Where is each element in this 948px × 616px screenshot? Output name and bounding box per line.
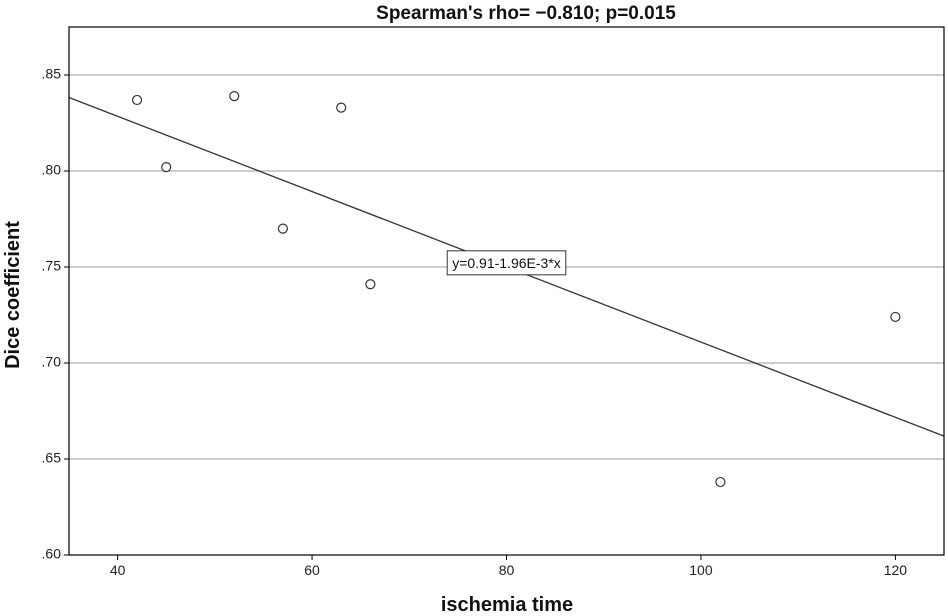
y-tick-label: .80	[42, 162, 62, 178]
fit-equation-label: y=0.91-1.96E-3*x	[452, 255, 561, 271]
x-tick-label: 80	[499, 562, 515, 578]
y-tick-label: .75	[42, 258, 62, 274]
fit-equation-annotation: y=0.91-1.96E-3*x	[446, 250, 567, 276]
y-tick-label: .85	[42, 66, 62, 82]
fit-equation-box	[446, 250, 567, 276]
y-axis-ticks: .60 .65 .70 .75 .80 .85	[42, 66, 69, 562]
y-axis-label: Dice coefficient	[2, 221, 24, 369]
data-point	[131, 94, 143, 106]
data-point	[161, 162, 172, 173]
x-tick-label: 60	[304, 562, 320, 578]
data-point	[365, 279, 376, 290]
x-tick-label: 100	[689, 562, 713, 578]
data-point	[277, 223, 288, 234]
x-tick-label: 40	[110, 562, 126, 578]
chart-title: Spearman's rho= −0.810; p=0.015	[376, 3, 676, 24]
x-tick-label: 120	[884, 562, 908, 578]
y-tick-label: .70	[42, 354, 62, 370]
plot-border	[68, 26, 945, 556]
y-tick-label: .65	[42, 450, 62, 466]
data-point	[229, 91, 240, 102]
data-point	[336, 102, 347, 113]
data-points	[131, 91, 901, 488]
x-axis-label: ischemia time	[441, 594, 573, 616]
data-point	[715, 476, 726, 488]
x-axis-ticks: 40 60 80 100 120	[110, 555, 907, 578]
data-point	[890, 311, 901, 323]
y-tick-label: .60	[42, 546, 62, 562]
plot-frame	[68, 26, 945, 556]
